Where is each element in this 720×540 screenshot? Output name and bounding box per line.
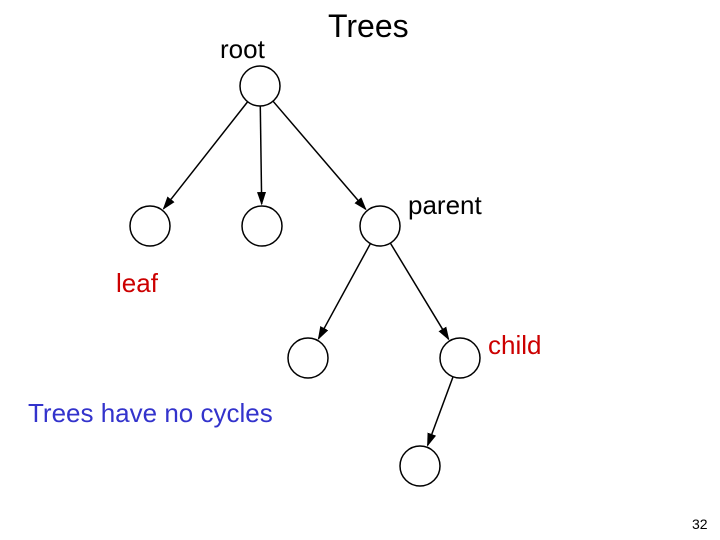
- label-child: child: [488, 330, 541, 361]
- tree-edge: [164, 102, 248, 209]
- edges-layer: [164, 101, 453, 445]
- tree-node: [240, 66, 280, 106]
- label-parent: parent: [408, 190, 482, 221]
- page-number: 32: [692, 516, 708, 532]
- diagram-svg: [0, 0, 720, 540]
- tree-node: [242, 206, 282, 246]
- tree-diagram: Trees root parent leaf child Trees have …: [0, 0, 720, 540]
- tree-edge: [319, 244, 371, 339]
- tree-node: [400, 446, 440, 486]
- tree-node: [130, 206, 170, 246]
- tree-node: [360, 206, 400, 246]
- tree-edge: [273, 101, 366, 209]
- note-no-cycles: Trees have no cycles: [28, 398, 273, 429]
- tree-edge: [428, 377, 453, 446]
- label-root: root: [220, 34, 265, 65]
- label-leaf: leaf: [116, 268, 158, 299]
- tree-edge: [390, 243, 448, 339]
- tree-node: [288, 338, 328, 378]
- tree-edge: [260, 106, 261, 204]
- page-title: Trees: [328, 8, 409, 45]
- tree-node: [440, 338, 480, 378]
